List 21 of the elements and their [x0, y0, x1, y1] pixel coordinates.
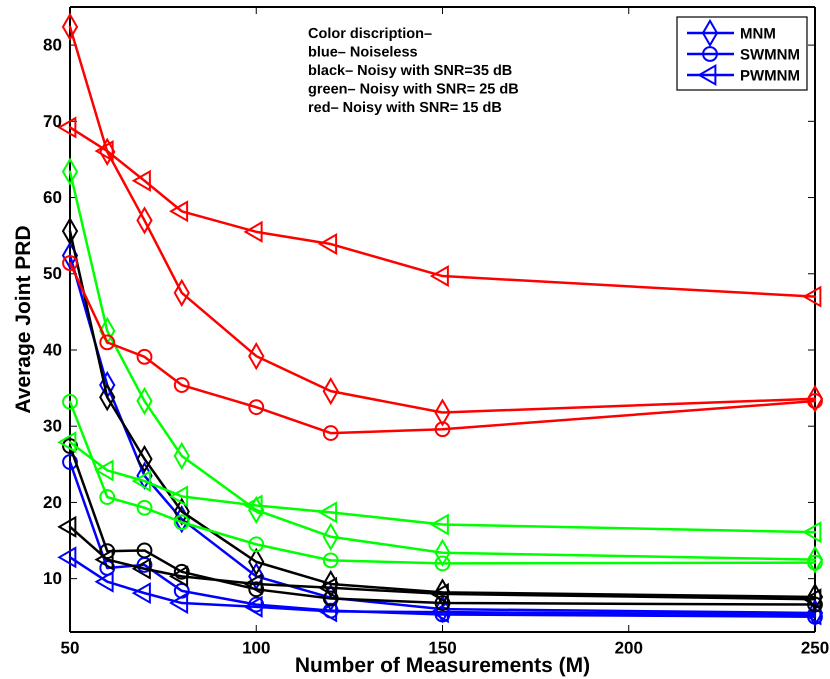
y-tick-label: 10	[42, 569, 62, 588]
annotation: Color discription–	[308, 26, 432, 42]
x-tick-label: 250	[800, 638, 830, 658]
legend-label: SWMNM	[740, 46, 800, 64]
annotation: blue– Noiseless	[308, 44, 418, 60]
y-tick-label: 20	[42, 492, 62, 512]
y-tick-label: 80	[42, 36, 62, 55]
y-tick-label: 40	[42, 340, 62, 360]
y-tick-label: 60	[42, 188, 62, 207]
annotation: green– Noisy with SNR= 25 dB	[308, 82, 519, 98]
legend-label: MNM	[740, 25, 776, 42]
y-tick-label: 50	[42, 264, 62, 284]
x-tick-label: 50	[60, 638, 80, 658]
annotation: red– Noisy with SNR= 15 dB	[308, 100, 502, 116]
x-tick-label: 100	[242, 638, 270, 658]
legend-label: PWMNM	[740, 67, 800, 84]
x-tick-label: 200	[614, 638, 643, 658]
y-axis-title: Average Joint PRD	[12, 225, 35, 414]
y-tick-label: 30	[42, 416, 62, 436]
annotation: black– Noisy with SNR=35 dB	[308, 63, 512, 79]
y-tick-label: 70	[42, 112, 62, 131]
